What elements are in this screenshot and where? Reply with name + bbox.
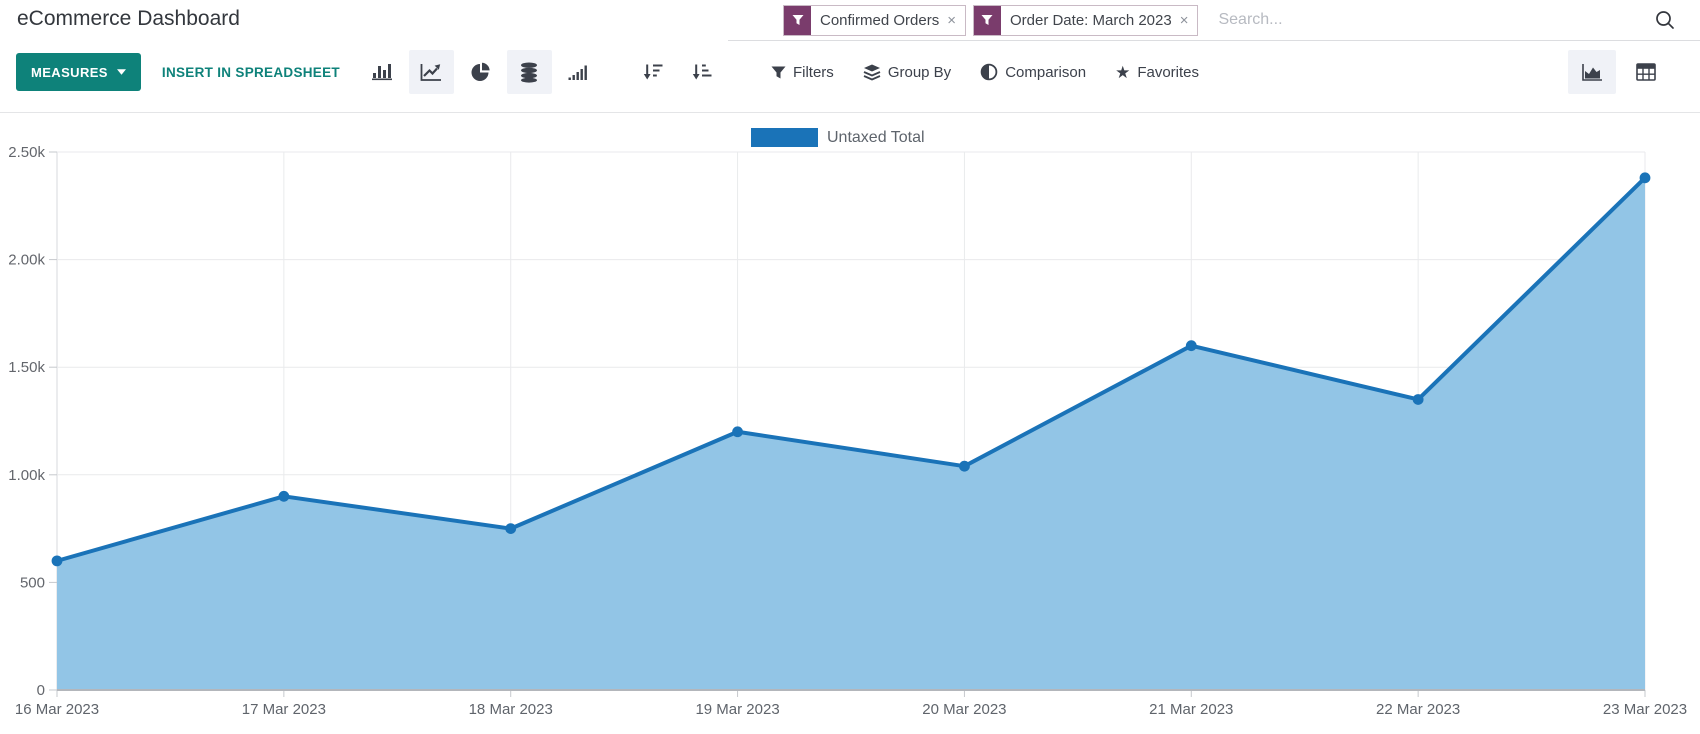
sort-amount-down-icon: [644, 64, 663, 80]
svg-text:22 Mar 2023: 22 Mar 2023: [1376, 701, 1460, 718]
svg-text:1.00k: 1.00k: [8, 467, 45, 484]
svg-text:500: 500: [20, 574, 45, 591]
control-panel: MEASURES INSERT IN SPREADSHEET: [0, 42, 1700, 113]
favorites-label: Favorites: [1137, 63, 1199, 81]
svg-text:18 Mar 2023: 18 Mar 2023: [469, 701, 553, 718]
sort-amount-up-icon: [693, 64, 712, 80]
insert-in-spreadsheet-button[interactable]: INSERT IN SPREADSHEET: [161, 64, 340, 80]
line-chart-icon: [421, 63, 442, 81]
measures-button[interactable]: MEASURES: [16, 53, 141, 91]
group-by-label: Group By: [887, 63, 952, 81]
ascending-bars-icon: [568, 65, 587, 80]
filter-facet-order-date: Order Date: March 2023 ×: [972, 4, 1199, 36]
svg-text:1.50k: 1.50k: [8, 359, 45, 376]
stacked-button[interactable]: [506, 50, 552, 94]
filters-label: Filters: [792, 63, 834, 81]
pivot-grid-icon: [1636, 63, 1656, 81]
legend-swatch: [751, 128, 818, 147]
facet-label: Confirmed Orders: [820, 11, 940, 29]
svg-text:21 Mar 2023: 21 Mar 2023: [1149, 701, 1233, 718]
sort-descending-button[interactable]: [631, 50, 676, 94]
legend[interactable]: Untaxed Total: [751, 128, 925, 147]
svg-text:19 Mar 2023: 19 Mar 2023: [695, 701, 779, 718]
star-icon: ★: [1115, 62, 1131, 82]
facet-remove-icon[interactable]: ×: [947, 11, 956, 29]
top-bar: eCommerce Dashboard Confirmed Orders × O…: [0, 0, 1700, 42]
search-bar: Confirmed Orders × Order Date: March 202…: [728, 0, 1700, 41]
facet-label: Order Date: March 2023: [1009, 11, 1172, 29]
chart-type-switcher: [360, 50, 725, 94]
group-by-button[interactable]: Group By: [863, 64, 951, 81]
pie-chart-button[interactable]: [458, 50, 503, 94]
bar-chart-icon: [371, 64, 392, 81]
layers-icon: [863, 64, 881, 80]
comparison-label: Comparison: [1005, 63, 1087, 81]
filter-facet-confirmed-orders: Confirmed Orders ×: [783, 4, 966, 36]
filter-funnel-icon: [784, 5, 811, 35]
line-chart-button[interactable]: [408, 50, 454, 94]
pivot-view-button[interactable]: [1622, 50, 1670, 94]
area-chart-canvas[interactable]: 0 500 1.00k 1.50k 2.00k 2.50k 16 Mar 2023 17 Ma…: [0, 113, 1700, 733]
favorites-button[interactable]: ★ Favorites: [1115, 64, 1199, 81]
page-title: eCommerce Dashboard: [17, 7, 240, 30]
svg-text:16 Mar 2023: 16 Mar 2023: [15, 701, 99, 718]
svg-text:23 Mar 2023: 23 Mar 2023: [1603, 701, 1687, 718]
svg-text:2.00k: 2.00k: [8, 252, 45, 269]
search-options: Filters Group By Comparison ★ Favorites: [771, 63, 1199, 81]
measures-label: MEASURES: [31, 64, 108, 80]
half-circle-icon: [980, 63, 998, 81]
chart: Untaxed Total 0 500 1.00k 1.50k 2.00k 2.50k 16…: [0, 113, 1700, 734]
filter-funnel-icon: [771, 66, 786, 78]
legend-label: Untaxed Total: [827, 128, 925, 146]
filter-funnel-icon: [973, 5, 1001, 35]
filters-button[interactable]: Filters: [771, 64, 834, 81]
pie-chart-icon: [471, 62, 490, 81]
svg-text:2.50k: 2.50k: [8, 144, 45, 161]
facet-remove-icon[interactable]: ×: [1179, 11, 1189, 29]
svg-text:20 Mar 2023: 20 Mar 2023: [922, 701, 1006, 718]
search-input[interactable]: Search...: [1218, 11, 1283, 28]
cumulative-button[interactable]: [556, 50, 601, 94]
comparison-button[interactable]: Comparison: [980, 63, 1086, 81]
svg-text:0: 0: [37, 682, 45, 699]
chevron-down-icon: [116, 69, 126, 75]
search-icon[interactable]: [1654, 9, 1676, 31]
bar-chart-button[interactable]: [360, 50, 405, 94]
stacked-database-icon: [521, 62, 538, 83]
view-switcher: [1568, 50, 1670, 94]
area-chart-icon: [1582, 63, 1602, 81]
sort-ascending-button[interactable]: [680, 50, 725, 94]
graph-view-button[interactable]: [1568, 50, 1616, 94]
svg-text:17 Mar 2023: 17 Mar 2023: [242, 701, 326, 718]
